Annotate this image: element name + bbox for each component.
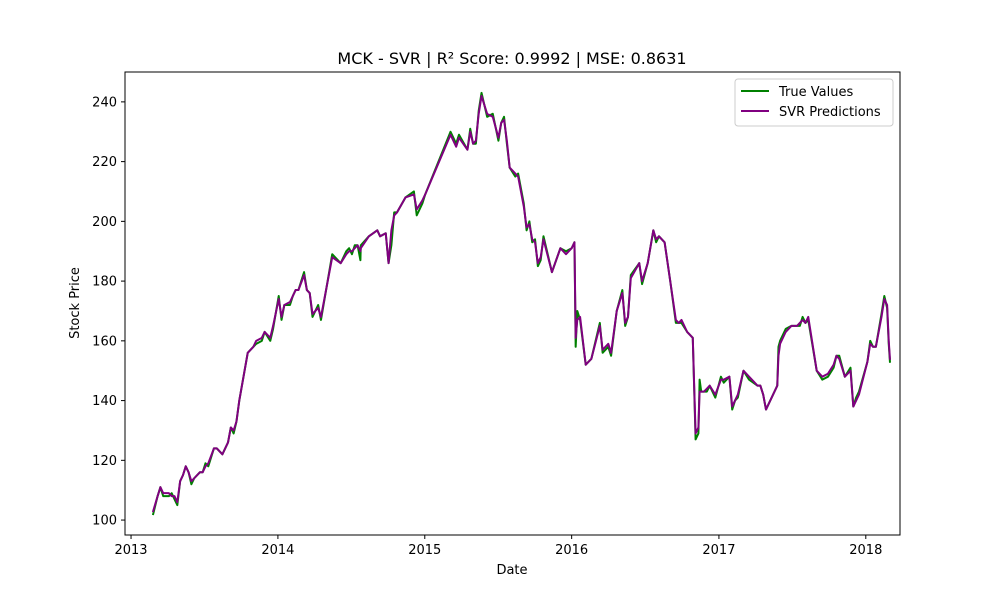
legend-box [734,78,894,127]
x-tick-label: 2016 [555,543,588,558]
y-tick-label: 200 [92,215,117,230]
x-axis-title: Date [496,563,527,578]
legend-label-true-values: True Values [778,85,853,100]
y-tick-label: 160 [92,334,117,349]
x-axis: 2013 2014 2015 2016 2017 2018 [114,535,882,558]
x-tick-label: 2015 [408,543,441,558]
y-tick-label: 100 [92,514,117,529]
y-tick-label: 240 [92,95,117,110]
x-tick-label: 2014 [261,543,294,558]
legend: True Values SVR Predictions [734,78,894,127]
series-layer [151,91,892,516]
y-tick-label: 220 [92,155,117,170]
series-line-svr-predictions [151,94,892,513]
x-tick-label: 2018 [849,543,882,558]
chart-title: MCK - SVR | R² Score: 0.9992 | MSE: 0.86… [337,49,686,68]
y-axis-title: Stock Price [68,267,83,339]
x-tick-label: 2013 [114,543,147,558]
legend-label-svr-predictions: SVR Predictions [779,105,881,120]
y-tick-label: 120 [92,454,117,469]
y-axis: 100 120 140 160 180 200 220 240 [92,95,125,529]
y-tick-label: 140 [92,394,117,409]
x-tick-label: 2017 [702,543,735,558]
y-tick-label: 180 [92,275,117,290]
plot-frame [124,71,901,536]
